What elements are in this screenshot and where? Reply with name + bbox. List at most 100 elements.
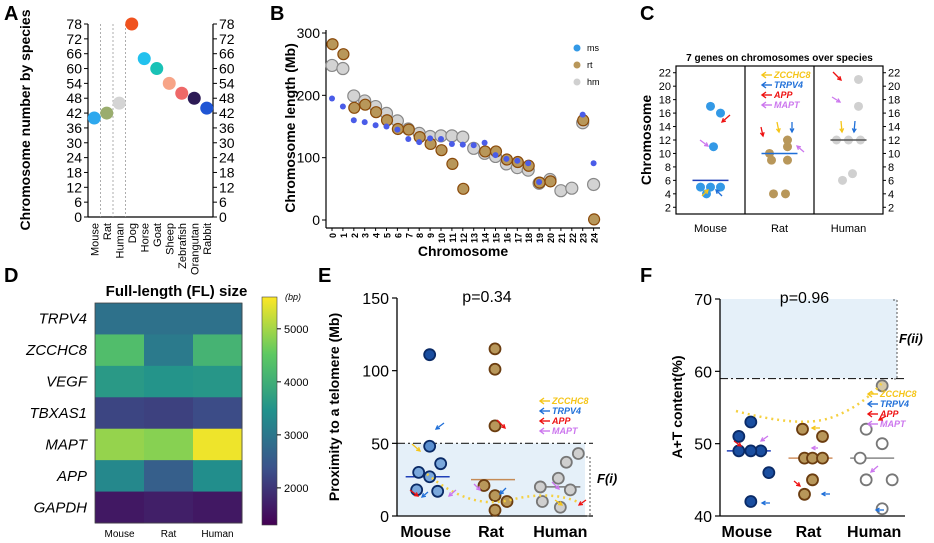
arrow-mapt-rat	[796, 145, 805, 153]
y-axis-title: Chromosome length (Mb)	[282, 43, 298, 213]
ytick-label-left: 8	[665, 162, 671, 174]
point-human	[838, 175, 847, 185]
heatmap-cell	[144, 365, 194, 398]
legend-arrowhead-mapt	[760, 101, 767, 109]
point-human	[875, 379, 889, 393]
legend-arrowhead-app	[760, 91, 767, 99]
arrow-mapt-mouse-head	[447, 492, 454, 497]
xtick-label-zebrafish: Zebrafish	[177, 223, 189, 269]
heatmap-title: Full-length (FL) size	[106, 283, 248, 300]
arrow-trpv4-rat-head	[499, 489, 505, 495]
arrow-mapt-mouse	[448, 489, 457, 497]
xtick-label: 9	[426, 233, 436, 238]
ytick-label-right: 20	[888, 81, 900, 93]
point-rat	[783, 142, 792, 152]
ytick-label-right: 4	[888, 189, 894, 201]
arrow-trpv4-human-head	[851, 128, 857, 134]
ytick-label: 200	[297, 87, 321, 103]
ytick-label-right: 42	[219, 105, 235, 121]
panel-f-at-content: 40 50 60 70 A+T content(%) p=0.96 Mouse Rat Huma…	[669, 290, 923, 541]
point-ms-chr4	[372, 122, 379, 129]
point-human	[571, 447, 585, 460]
xtick-label: 24	[590, 233, 600, 243]
xtick-label: 8	[415, 233, 425, 238]
point-rt-chr12	[457, 182, 470, 195]
y-axis-title: Chromosome number by species	[17, 9, 33, 230]
heatmap-cell	[144, 334, 194, 367]
xtick-label: 18	[524, 233, 534, 243]
xtick-label-dog: Dog	[127, 223, 139, 243]
point-mouse	[702, 189, 711, 199]
point-ms-chr5	[383, 123, 390, 130]
heatmap-frame	[94, 302, 243, 524]
panel-d-heatmap: Full-length (FL) size TRPV4 ZCCHC8 VEGF TBXA…	[25, 283, 308, 540]
legend-arrowhead-mapt	[538, 427, 545, 435]
point-ms-chr16	[503, 155, 510, 162]
arrow-app-human-head	[836, 75, 842, 81]
heatmap-cell	[95, 365, 145, 398]
xtick-label-rat: Rat	[478, 524, 504, 541]
point-rt-chr20	[544, 175, 557, 188]
xtick-label: 0	[328, 233, 338, 238]
point-ms-chr24	[590, 160, 597, 167]
ytick-label-right: 12	[888, 135, 900, 147]
xtick-label: 20	[546, 233, 556, 243]
row-label-app: APP	[56, 468, 87, 485]
heatmap-cell	[144, 428, 194, 461]
arrow-app-rat	[496, 419, 506, 429]
xtick-label: 2	[350, 233, 360, 238]
ytick-label: 50	[694, 437, 712, 454]
ytick-label-right: 10	[888, 148, 900, 160]
legend-label-zcchc8: ZCCHC8	[879, 389, 917, 399]
xtick-label: 3	[361, 233, 371, 238]
column-label-rat: Rat	[161, 529, 177, 540]
heatmap-cell	[193, 334, 243, 367]
xtick-label: 19	[535, 233, 545, 243]
point-mouse	[732, 430, 746, 443]
point-hm-chr0	[325, 58, 339, 73]
point-rt-chr0	[326, 38, 339, 51]
arrow-trpv4-human	[853, 120, 856, 133]
arrow-trpv4-human-head	[874, 507, 880, 513]
point-rt-chr11	[446, 157, 459, 170]
ytick-label: 60	[694, 364, 712, 381]
point-orangutan	[187, 91, 201, 105]
xtick-label: 10	[437, 233, 447, 243]
ytick-label-right: 24	[219, 150, 235, 166]
point-rat	[488, 489, 502, 503]
legend-marker-rt	[573, 61, 581, 69]
arrow-mapt-mouse	[760, 435, 769, 442]
arrow-mapt-human-head	[835, 98, 842, 103]
ytick-label: 100	[362, 364, 389, 381]
legend-label-zcchc8: ZCCHC8	[773, 70, 811, 80]
arrow-app-rat-head	[500, 423, 506, 429]
point-rat	[806, 473, 819, 487]
point-human	[535, 495, 549, 508]
point-rt-chr10	[435, 144, 448, 157]
point-ms-chr10	[438, 135, 444, 142]
point-rat	[100, 106, 114, 120]
arrow-trpv4-mouse	[435, 422, 445, 430]
point-hm-chr24	[586, 177, 601, 192]
ytick-label: 150	[362, 291, 389, 308]
point-ms-chr6	[394, 126, 401, 133]
legend-label-zcchc8: ZCCHC8	[551, 396, 589, 406]
legend-label-rt: rt	[587, 60, 593, 70]
arrow-zcchc8-mouse-head	[703, 189, 709, 195]
ytick-label-left: 48	[66, 90, 82, 106]
arrow-mapt-human	[831, 96, 841, 103]
point-ms-chr19	[536, 178, 543, 185]
region-label: F(ii)	[899, 331, 923, 346]
point-rat	[488, 362, 502, 376]
arrow-zcchc8-rat-head	[810, 425, 816, 431]
ytick-label-right: 72	[219, 31, 235, 47]
ytick-label-left: 6	[665, 175, 671, 187]
point-mouse	[423, 348, 437, 362]
ytick-label: 70	[694, 292, 712, 309]
point-rt-chr2	[348, 101, 361, 114]
legend-label-mapt: MAPT	[774, 100, 801, 110]
panel-label-b: B	[270, 3, 284, 25]
ytick-label-right: 22	[888, 68, 900, 80]
